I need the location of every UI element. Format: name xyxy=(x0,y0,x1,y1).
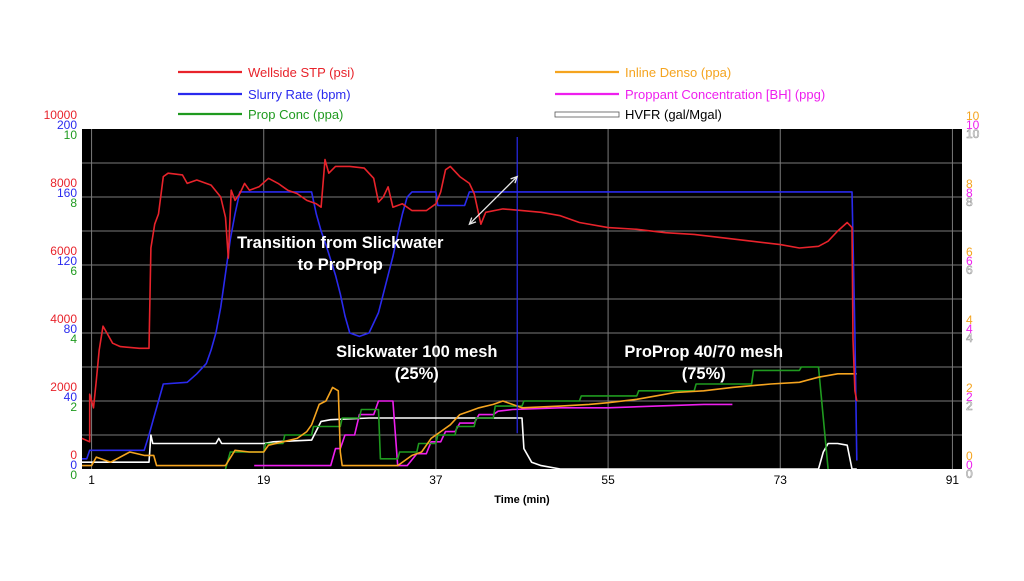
annotation-text: to ProProp xyxy=(298,256,383,274)
y-tick-label-denso: 2 xyxy=(966,381,973,395)
y-tick-label-conc: 4 xyxy=(70,332,77,346)
y-tick-label-conc: 10 xyxy=(64,128,78,142)
y-tick-label-denso: 0 xyxy=(966,449,973,463)
y-tick-label-rate: 200 xyxy=(57,118,77,132)
annotation-text: ProProp 40/70 mesh xyxy=(624,343,783,361)
y-tick-label-propbh: 8 xyxy=(966,186,973,200)
legend-label: Proppant Concentration [BH] (ppg) xyxy=(625,87,825,102)
x-tick-label: 1 xyxy=(88,473,95,487)
annotation-text: Transition from Slickwater xyxy=(237,234,444,252)
annotation-text: (25%) xyxy=(395,365,439,383)
annotation-text: Slickwater 100 mesh xyxy=(336,343,497,361)
x-axis-title: Time (min) xyxy=(494,494,550,506)
y-tick-label-stp: 0 xyxy=(70,448,77,462)
y-tick-label-conc: 0 xyxy=(70,468,77,482)
x-tick-label: 19 xyxy=(257,473,271,487)
y-tick-label-hvfr: 4 xyxy=(966,331,973,345)
legend-label: Inline Denso (ppa) xyxy=(625,65,731,80)
y-tick-label-rate: 0 xyxy=(70,458,77,472)
y-tick-label-conc: 8 xyxy=(70,196,77,210)
transition-arrow-head xyxy=(468,217,477,226)
legend-label: Wellside STP (psi) xyxy=(248,65,354,80)
y-tick-label-denso: 6 xyxy=(966,245,973,259)
legend-label: Prop Conc (ppa) xyxy=(248,107,343,122)
y-tick-label-stp: 6000 xyxy=(50,244,77,258)
x-tick-label: 73 xyxy=(774,473,788,487)
y-tick-label-rate: 80 xyxy=(64,322,78,336)
y-tick-label-hvfr: 6 xyxy=(966,263,973,277)
y-tick-label-propbh: 0 xyxy=(966,458,973,472)
y-tick-label-conc: 2 xyxy=(70,400,77,414)
y-tick-label-stp: 8000 xyxy=(50,176,77,190)
series-line-slurry-rate-bpm xyxy=(82,191,858,461)
transition-arrow xyxy=(468,176,518,225)
x-tick-label: 37 xyxy=(429,473,443,487)
series-line-prop-conc-ppa xyxy=(224,366,829,470)
y-tick-label-hvfr: 2 xyxy=(966,399,973,413)
y-tick-label-propbh: 4 xyxy=(966,322,973,336)
y-tick-label-propbh: 6 xyxy=(966,254,973,268)
y-tick-label-denso: 10 xyxy=(966,109,980,123)
x-tick-label: 55 xyxy=(601,473,615,487)
y-tick-label-denso: 8 xyxy=(966,177,973,191)
y-tick-label-propbh: 2 xyxy=(966,390,973,404)
y-tick-label-hvfr: 10 xyxy=(966,127,980,141)
y-tick-label-rate: 120 xyxy=(57,254,77,268)
y-tick-label-hvfr: 0 xyxy=(966,467,973,481)
y-tick-label-stp: 2000 xyxy=(50,380,77,394)
y-tick-label-stp: 10000 xyxy=(44,108,78,122)
y-tick-label-hvfr: 8 xyxy=(966,195,973,209)
series-line-inline-denso-ppa xyxy=(82,373,857,467)
y-tick-label-propbh: 10 xyxy=(966,118,980,132)
y-tick-label-stp: 4000 xyxy=(50,312,77,326)
legend-label: Slurry Rate (bpm) xyxy=(248,87,351,102)
transition-arrow-head xyxy=(510,175,519,184)
series-line-wellside-stp-psi xyxy=(81,158,858,443)
y-tick-label-rate: 40 xyxy=(64,390,78,404)
legend-label: HVFR (gal/Mgal) xyxy=(625,107,722,122)
y-tick-label-rate: 160 xyxy=(57,186,77,200)
y-tick-label-denso: 4 xyxy=(966,313,973,327)
legend-swatch xyxy=(554,111,620,118)
y-tick-label-conc: 6 xyxy=(70,264,77,278)
x-tick-label: 91 xyxy=(946,473,960,487)
series-line-proppant-concentration-bh-ppg xyxy=(254,400,733,467)
annotation-text: (75%) xyxy=(682,365,726,383)
